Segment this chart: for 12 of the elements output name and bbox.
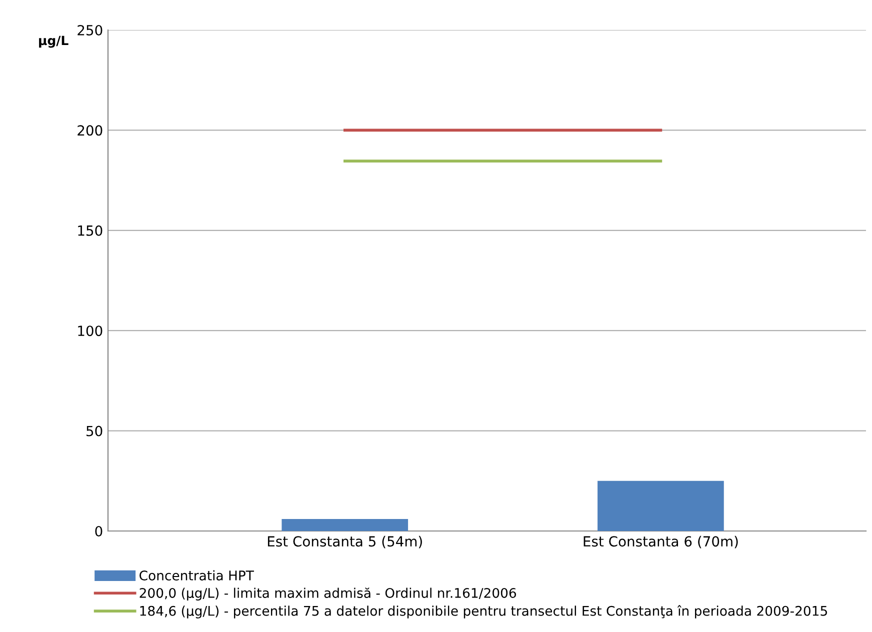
y-axis-title: µg/L: [39, 36, 68, 48]
y-tick-label: 200: [78, 125, 102, 136]
y-tick-label: 150: [78, 225, 102, 236]
y-tick-label: 100: [78, 326, 102, 336]
legend-label: 200,0 (µg/L) - limita maxim admisă - Ordinul nr.161/2006: [140, 588, 516, 601]
legend-label: 184,6 (µg/L) - percentila 75 a datelor disponibile pentru transectul Est Constanţa în perioada 2009-2015: [140, 605, 827, 618]
y-tick-label: 0: [95, 526, 102, 536]
legend-label: Concentratia HPT: [140, 570, 254, 580]
x-tick-label: Est Constanta 5 (54m): [268, 536, 422, 548]
y-tick-label: 50: [86, 426, 102, 436]
y-tick-label: 250: [78, 24, 102, 36]
x-tick-label: Est Constanta 6 (70m): [584, 536, 738, 548]
